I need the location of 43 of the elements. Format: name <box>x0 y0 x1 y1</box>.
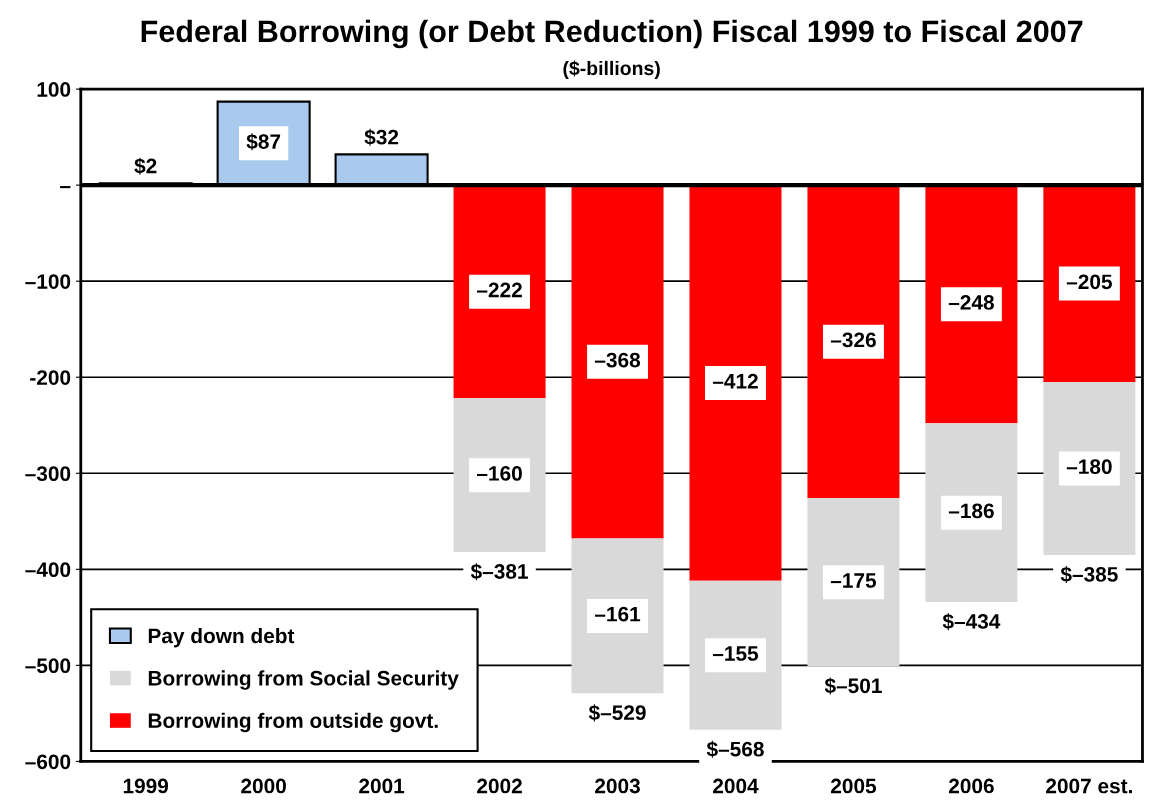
y-tick-label: –500 <box>25 658 71 674</box>
total-label: $–434 <box>942 613 1001 631</box>
total-label: $–529 <box>588 704 646 722</box>
chart-subtitle: ($-billions) <box>563 60 660 80</box>
x-tick-label: 2005 <box>831 778 877 794</box>
y-tick-label: –400 <box>25 562 71 578</box>
data-label: –368 <box>594 352 641 368</box>
y-tick-label: –600 <box>25 754 71 770</box>
data-label: –412 <box>712 373 758 389</box>
data-label: –155 <box>712 646 759 661</box>
data-label: –161 <box>594 606 641 622</box>
chart-title: Federal Borrowing (or Debt Reduction) Fiscal 1999 to Fiscal 2007 <box>141 19 1083 49</box>
total-label: $–385 <box>1060 566 1118 584</box>
y-tick-label: – <box>60 186 71 189</box>
data-label: –248 <box>948 295 994 310</box>
data-label: $87 <box>246 133 281 151</box>
y-tick-label: -200 <box>30 370 71 385</box>
y-tick-label: –100 <box>25 274 71 289</box>
x-tick-label: 2000 <box>241 778 286 794</box>
total-label: $–501 <box>824 677 882 695</box>
x-tick-label: 2007 est. <box>1046 778 1132 794</box>
x-tick-label: 2003 <box>595 778 640 794</box>
data-label: $32 <box>364 128 399 146</box>
data-label: –326 <box>830 332 876 348</box>
legend-label: Borrowing from outside govt. <box>148 712 438 733</box>
total-label: $–568 <box>706 740 764 758</box>
total-label: $–381 <box>470 563 528 581</box>
x-tick-label: 2006 <box>948 778 994 794</box>
data-label: $2 <box>134 157 157 175</box>
legend-label: Borrowing from Social Security <box>148 670 459 690</box>
data-label: –222 <box>477 282 522 298</box>
legend-label: Pay down debt <box>148 627 295 648</box>
data-label: –186 <box>948 503 994 519</box>
y-tick-label: –300 <box>25 466 71 482</box>
data-label: –175 <box>830 573 877 588</box>
x-tick-label: 2001 <box>359 778 405 794</box>
y-tick-label: 100 <box>37 82 71 97</box>
data-label: –160 <box>477 466 522 481</box>
x-tick-label: 2004 <box>713 778 759 794</box>
x-tick-label: 1999 <box>123 778 169 794</box>
data-label: –205 <box>1066 274 1112 290</box>
data-label: –180 <box>1066 459 1112 475</box>
x-tick-label: 2002 <box>477 778 522 794</box>
